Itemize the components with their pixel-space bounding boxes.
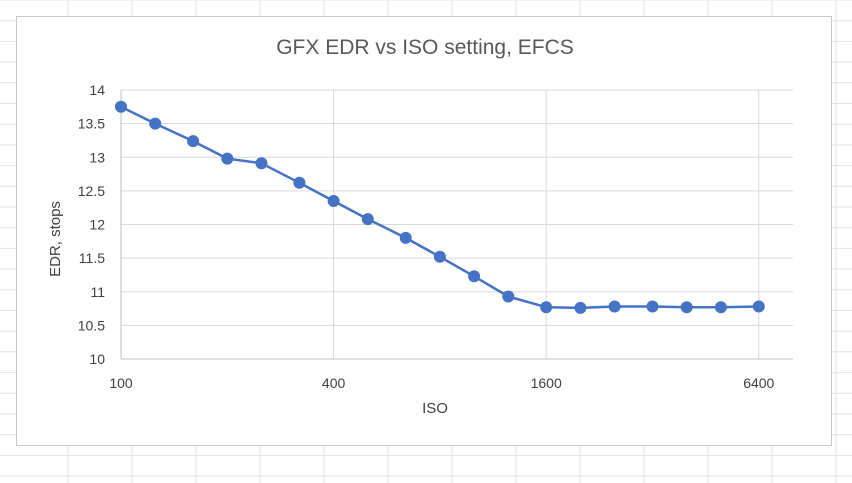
x-tick-labels: 100 400 1600 6400 xyxy=(109,375,774,391)
y-tick-label: 14 xyxy=(89,82,105,98)
y-tick-label: 11 xyxy=(90,284,105,300)
gridlines xyxy=(121,89,793,359)
data-point[interactable] xyxy=(221,152,234,165)
data-point[interactable] xyxy=(574,301,587,314)
data-point[interactable] xyxy=(327,195,340,207)
x-tick-label: 400 xyxy=(322,375,346,391)
data-point[interactable] xyxy=(187,135,200,148)
y-tick-label: 10 xyxy=(89,351,105,367)
y-tick-label: 10.5 xyxy=(78,317,105,333)
y-axis-title: EDR, stops xyxy=(47,201,64,277)
data-point[interactable] xyxy=(433,250,446,263)
data-point[interactable] xyxy=(468,270,481,283)
data-point[interactable] xyxy=(399,231,412,244)
data-point[interactable] xyxy=(293,176,306,189)
x-axis-title: ISO xyxy=(422,400,448,417)
data-point[interactable] xyxy=(502,290,515,303)
data-point[interactable] xyxy=(646,300,659,313)
y-tick-label: 11.5 xyxy=(79,250,105,266)
chart-area[interactable]: GFX EDR vs ISO setting, EFCS 10 10.5 11 11.… xyxy=(16,16,832,446)
data-point[interactable] xyxy=(540,301,553,314)
data-point[interactable] xyxy=(680,301,693,314)
y-tick-label: 13 xyxy=(89,149,105,165)
data-point[interactable] xyxy=(115,100,127,113)
data-point[interactable] xyxy=(608,300,621,313)
series-line xyxy=(120,105,759,310)
series-group xyxy=(115,100,765,314)
x-tick-label: 1600 xyxy=(531,375,562,391)
axes xyxy=(120,90,793,360)
data-point[interactable] xyxy=(714,301,727,314)
chart-title: GFX EDR vs ISO setting, EFCS xyxy=(276,36,574,59)
data-point[interactable] xyxy=(361,213,374,226)
data-point[interactable] xyxy=(752,300,765,313)
chart-svg: GFX EDR vs ISO setting, EFCS 10 10.5 11 11.… xyxy=(47,36,793,417)
x-tick-label: 100 xyxy=(109,375,133,391)
y-tick-label: 12 xyxy=(89,217,105,233)
x-tick-label: 6400 xyxy=(743,375,774,391)
y-tick-labels: 10 10.5 11 11.5 12 12.5 13 13.5 14 xyxy=(78,82,105,367)
y-tick-label: 13.5 xyxy=(78,116,105,132)
data-point[interactable] xyxy=(149,117,162,130)
y-tick-label: 12.5 xyxy=(78,183,105,199)
data-point[interactable] xyxy=(255,157,268,170)
